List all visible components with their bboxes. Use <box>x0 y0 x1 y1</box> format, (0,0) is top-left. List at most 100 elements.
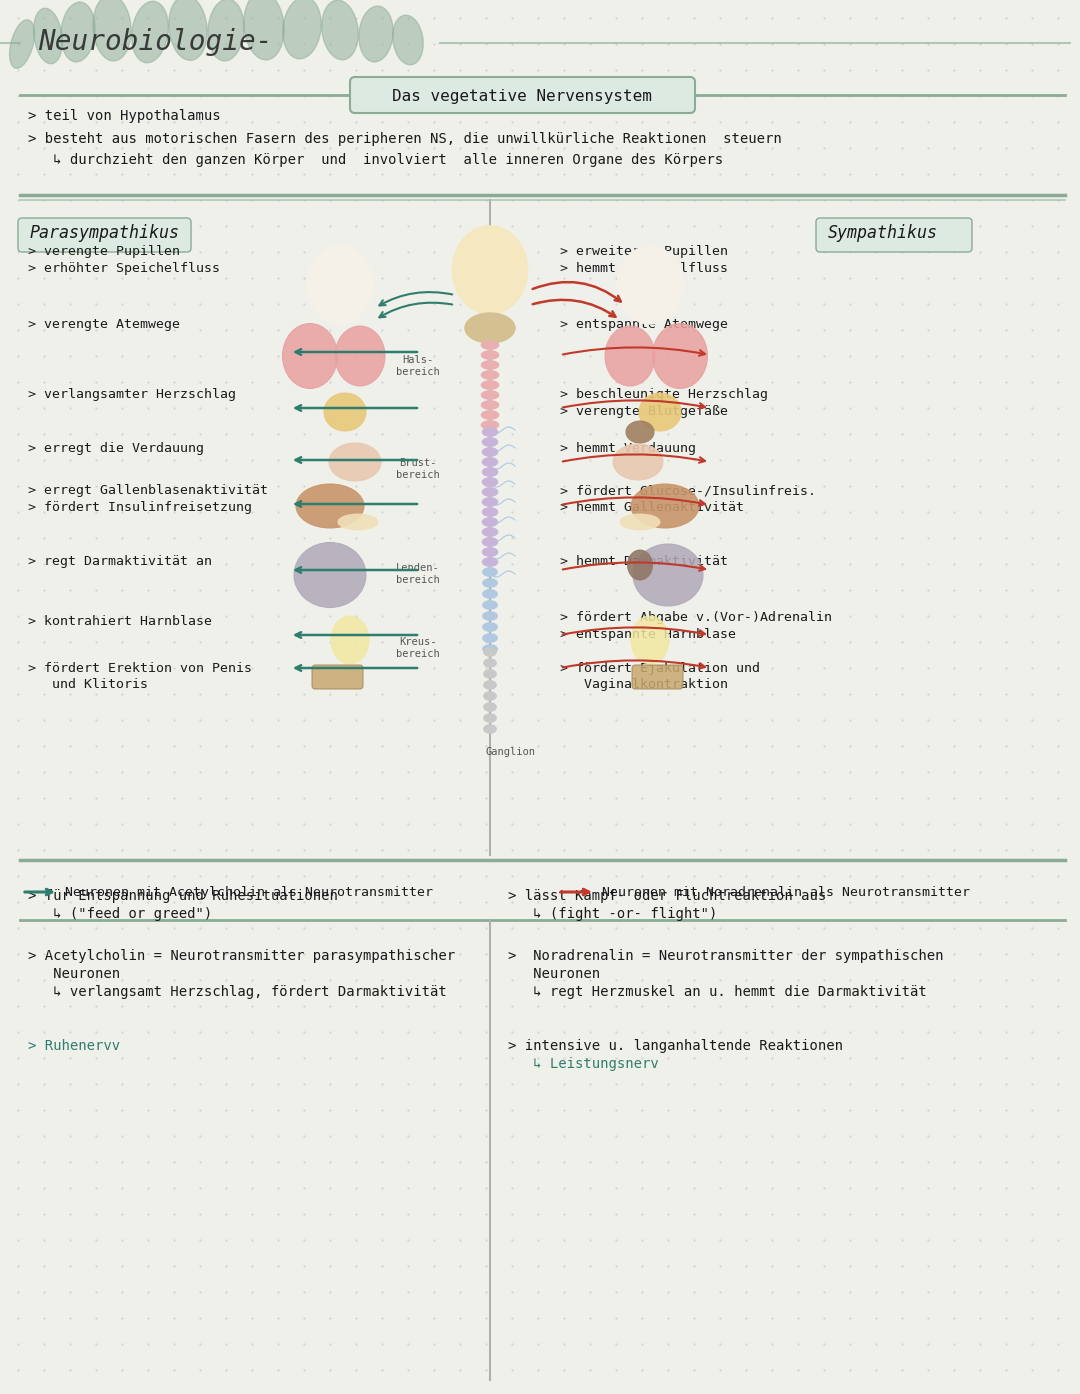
Ellipse shape <box>484 703 497 711</box>
Text: > fördert Glucose-/Insulinfreis.: > fördert Glucose-/Insulinfreis. <box>561 484 816 498</box>
Ellipse shape <box>483 644 498 654</box>
Text: > teil von Hypothalamus: > teil von Hypothalamus <box>28 109 220 123</box>
Ellipse shape <box>484 669 497 679</box>
Text: Lenden-
bereich: Lenden- bereich <box>396 563 440 585</box>
Text: ↳ Leistungsnerv: ↳ Leistungsnerv <box>508 1057 659 1071</box>
Text: ↳ regt Herzmuskel an u. hemmt die Darmaktivität: ↳ regt Herzmuskel an u. hemmt die Darmak… <box>508 986 927 999</box>
Ellipse shape <box>60 1 95 61</box>
Ellipse shape <box>481 400 499 410</box>
Ellipse shape <box>481 421 499 429</box>
Ellipse shape <box>359 6 393 61</box>
Ellipse shape <box>484 647 497 657</box>
Ellipse shape <box>329 443 381 481</box>
Text: > verengte Atemwege: > verengte Atemwege <box>28 318 180 330</box>
Ellipse shape <box>294 542 366 608</box>
Ellipse shape <box>639 393 681 431</box>
Text: > erhöhter Speichelfluss: > erhöhter Speichelfluss <box>28 262 220 275</box>
Ellipse shape <box>613 445 663 480</box>
Text: Neurobiologie-: Neurobiologie- <box>38 28 272 56</box>
Ellipse shape <box>484 725 497 733</box>
Ellipse shape <box>296 484 364 528</box>
Ellipse shape <box>10 20 35 68</box>
Text: > erregt die Verdauung: > erregt die Verdauung <box>28 442 204 454</box>
Text: Kreus-
bereich: Kreus- bereich <box>396 637 440 659</box>
Text: > erweiterte Pupillen: > erweiterte Pupillen <box>561 245 728 258</box>
Ellipse shape <box>631 616 669 664</box>
Ellipse shape <box>605 326 654 386</box>
Text: > intensive u. langanhaltende Reaktionen: > intensive u. langanhaltende Reaktionen <box>508 1039 843 1052</box>
Ellipse shape <box>484 658 497 668</box>
Text: > fördert Insulinfreisetzung: > fördert Insulinfreisetzung <box>28 500 252 514</box>
Ellipse shape <box>465 314 515 343</box>
Text: > regt Darmaktivität an: > regt Darmaktivität an <box>28 555 212 567</box>
Ellipse shape <box>484 691 497 701</box>
Text: Neuronen: Neuronen <box>508 967 600 981</box>
Ellipse shape <box>93 0 131 61</box>
Text: > entspannte Atemwege: > entspannte Atemwege <box>561 318 728 330</box>
Text: ↳ (fight -or- flight"): ↳ (fight -or- flight") <box>508 907 717 921</box>
Text: > fördert Ejakulation und: > fördert Ejakulation und <box>561 662 760 675</box>
Text: > verengte Pupillen: > verengte Pupillen <box>28 245 180 258</box>
Text: > Ruhenervv: > Ruhenervv <box>28 1039 120 1052</box>
Ellipse shape <box>482 488 498 496</box>
Ellipse shape <box>618 245 683 323</box>
Ellipse shape <box>481 371 499 379</box>
Text: > hemmt Verdauung: > hemmt Verdauung <box>561 442 696 454</box>
Text: Vaginalkontraktion: Vaginalkontraktion <box>561 677 728 691</box>
Text: Parasympathikus: Parasympathikus <box>30 224 180 243</box>
Ellipse shape <box>453 226 527 314</box>
Ellipse shape <box>33 8 63 64</box>
Text: Sympathikus: Sympathikus <box>828 224 939 243</box>
Ellipse shape <box>481 410 499 420</box>
Ellipse shape <box>322 0 359 60</box>
FancyBboxPatch shape <box>312 665 363 689</box>
Ellipse shape <box>483 590 498 598</box>
Ellipse shape <box>483 567 498 577</box>
Text: Das vegetative Nervensystem: Das vegetative Nervensystem <box>392 89 652 105</box>
Text: >  Noradrenalin = Neurotransmitter der sympathischen: > Noradrenalin = Neurotransmitter der sy… <box>508 949 944 963</box>
Ellipse shape <box>620 514 660 530</box>
FancyBboxPatch shape <box>350 77 696 113</box>
Ellipse shape <box>626 421 654 443</box>
Ellipse shape <box>633 544 703 606</box>
FancyBboxPatch shape <box>632 665 683 689</box>
Text: > beschleunigte Herzschlag: > beschleunigte Herzschlag <box>561 388 768 401</box>
Text: ↳ durchzieht den ganzen Körper  und  involviert  alle inneren Organe des Körpers: ↳ durchzieht den ganzen Körper und invol… <box>28 153 724 167</box>
Ellipse shape <box>482 517 498 527</box>
Text: > hemmt Darmaktivität: > hemmt Darmaktivität <box>561 555 728 567</box>
Ellipse shape <box>482 538 498 546</box>
Text: und Klitoris: und Klitoris <box>28 677 148 691</box>
Ellipse shape <box>484 714 497 722</box>
Text: > erregt Gallenblasenaktivität: > erregt Gallenblasenaktivität <box>28 484 268 498</box>
FancyBboxPatch shape <box>816 217 972 252</box>
Ellipse shape <box>482 478 498 487</box>
Ellipse shape <box>482 527 498 537</box>
Ellipse shape <box>652 323 707 389</box>
Ellipse shape <box>483 579 498 587</box>
Text: Neuronen: Neuronen <box>28 967 120 981</box>
Text: > lässt Kampf- oder Fluchtreaktion aus: > lässt Kampf- oder Fluchtreaktion aus <box>508 889 826 903</box>
Text: Hals-
bereich: Hals- bereich <box>396 355 440 376</box>
Text: > kontrahiert Harnblase: > kontrahiert Harnblase <box>28 615 212 629</box>
Text: > Acetylcholin = Neurotransmitter parasympathischer: > Acetylcholin = Neurotransmitter parasy… <box>28 949 455 963</box>
Ellipse shape <box>244 0 284 60</box>
Ellipse shape <box>481 350 499 360</box>
Ellipse shape <box>631 484 699 528</box>
Ellipse shape <box>482 447 498 456</box>
Text: > fördert Erektion von Penis: > fördert Erektion von Penis <box>28 662 252 675</box>
Ellipse shape <box>335 326 384 386</box>
Text: ↳ ("feed or greed"): ↳ ("feed or greed") <box>28 907 213 921</box>
Text: > verengte Blutgefäße: > verengte Blutgefäße <box>561 406 728 418</box>
Ellipse shape <box>481 381 499 389</box>
Ellipse shape <box>482 457 498 467</box>
Ellipse shape <box>482 467 498 477</box>
Ellipse shape <box>481 390 499 400</box>
Text: > entspannte Harnblase: > entspannte Harnblase <box>561 629 735 641</box>
Ellipse shape <box>627 551 652 580</box>
Text: > für Entspannung und Ruhesituationen: > für Entspannung und Ruhesituationen <box>28 889 338 903</box>
Ellipse shape <box>330 616 369 664</box>
Text: Neuronen mit Acetylcholin als Neurotransmitter: Neuronen mit Acetylcholin als Neurotrans… <box>65 887 433 899</box>
Text: > hemmt Speichelfluss: > hemmt Speichelfluss <box>561 262 728 275</box>
Ellipse shape <box>482 507 498 517</box>
Ellipse shape <box>393 15 423 66</box>
